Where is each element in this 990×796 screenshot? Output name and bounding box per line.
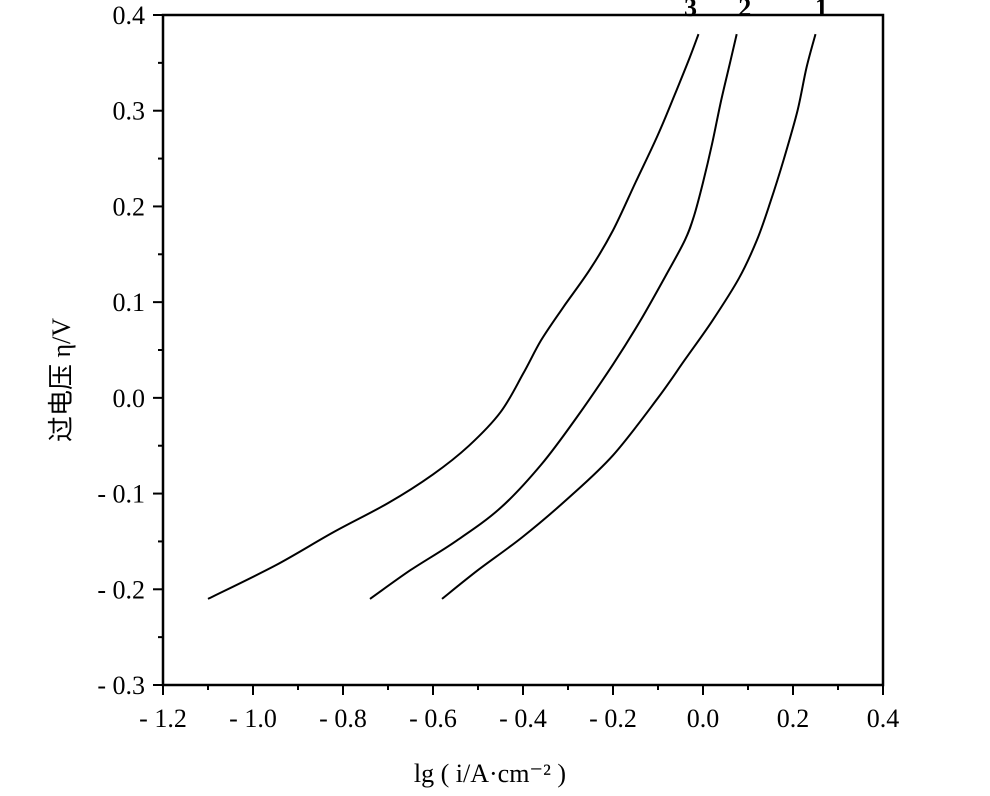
y-tick-label: - 0.3 bbox=[97, 671, 145, 700]
tick-labels: - 1.2 - 1.0 - 0.8 - 0.6 - 0.4 - 0.2 0.0 0.2 0.4 -… bbox=[97, 1, 899, 733]
x-axis-title: lg ( i/A·cm⁻² ) bbox=[414, 759, 566, 788]
y-tick-label: 0.1 bbox=[113, 288, 146, 317]
series-labels: 1 2 3 bbox=[684, 0, 828, 22]
x-tick-label: 0.0 bbox=[687, 704, 720, 733]
x-tick-label: - 0.6 bbox=[409, 704, 457, 733]
series-label-2: 2 bbox=[738, 0, 751, 22]
y-tick-label: 0.2 bbox=[113, 192, 146, 221]
x-tick-label: - 0.4 bbox=[499, 704, 547, 733]
y-tick-label: 0.3 bbox=[113, 97, 146, 126]
axis-ticks bbox=[153, 14, 884, 695]
y-tick-label: - 0.2 bbox=[97, 575, 145, 604]
series-label-3: 3 bbox=[684, 0, 697, 22]
x-tick-label: - 0.2 bbox=[589, 704, 637, 733]
y-tick-label: - 0.1 bbox=[97, 480, 145, 509]
y-tick-label: 0.0 bbox=[113, 384, 146, 413]
y-tick-label: 0.4 bbox=[113, 1, 146, 30]
series-label-1: 1 bbox=[815, 0, 828, 22]
plot-frame bbox=[161, 13, 885, 687]
y-axis-title: 过电压 η/V bbox=[47, 318, 76, 442]
x-tick-label: 0.2 bbox=[777, 704, 810, 733]
series-line-1 bbox=[441, 33, 817, 600]
series-curves bbox=[207, 33, 817, 600]
x-tick-label: - 1.0 bbox=[229, 704, 277, 733]
x-tick-label: - 1.2 bbox=[139, 704, 187, 733]
x-tick-label: 0.4 bbox=[867, 704, 900, 733]
series-line-2 bbox=[369, 33, 738, 600]
x-tick-label: - 0.8 bbox=[319, 704, 367, 733]
series-line-3 bbox=[207, 33, 700, 600]
